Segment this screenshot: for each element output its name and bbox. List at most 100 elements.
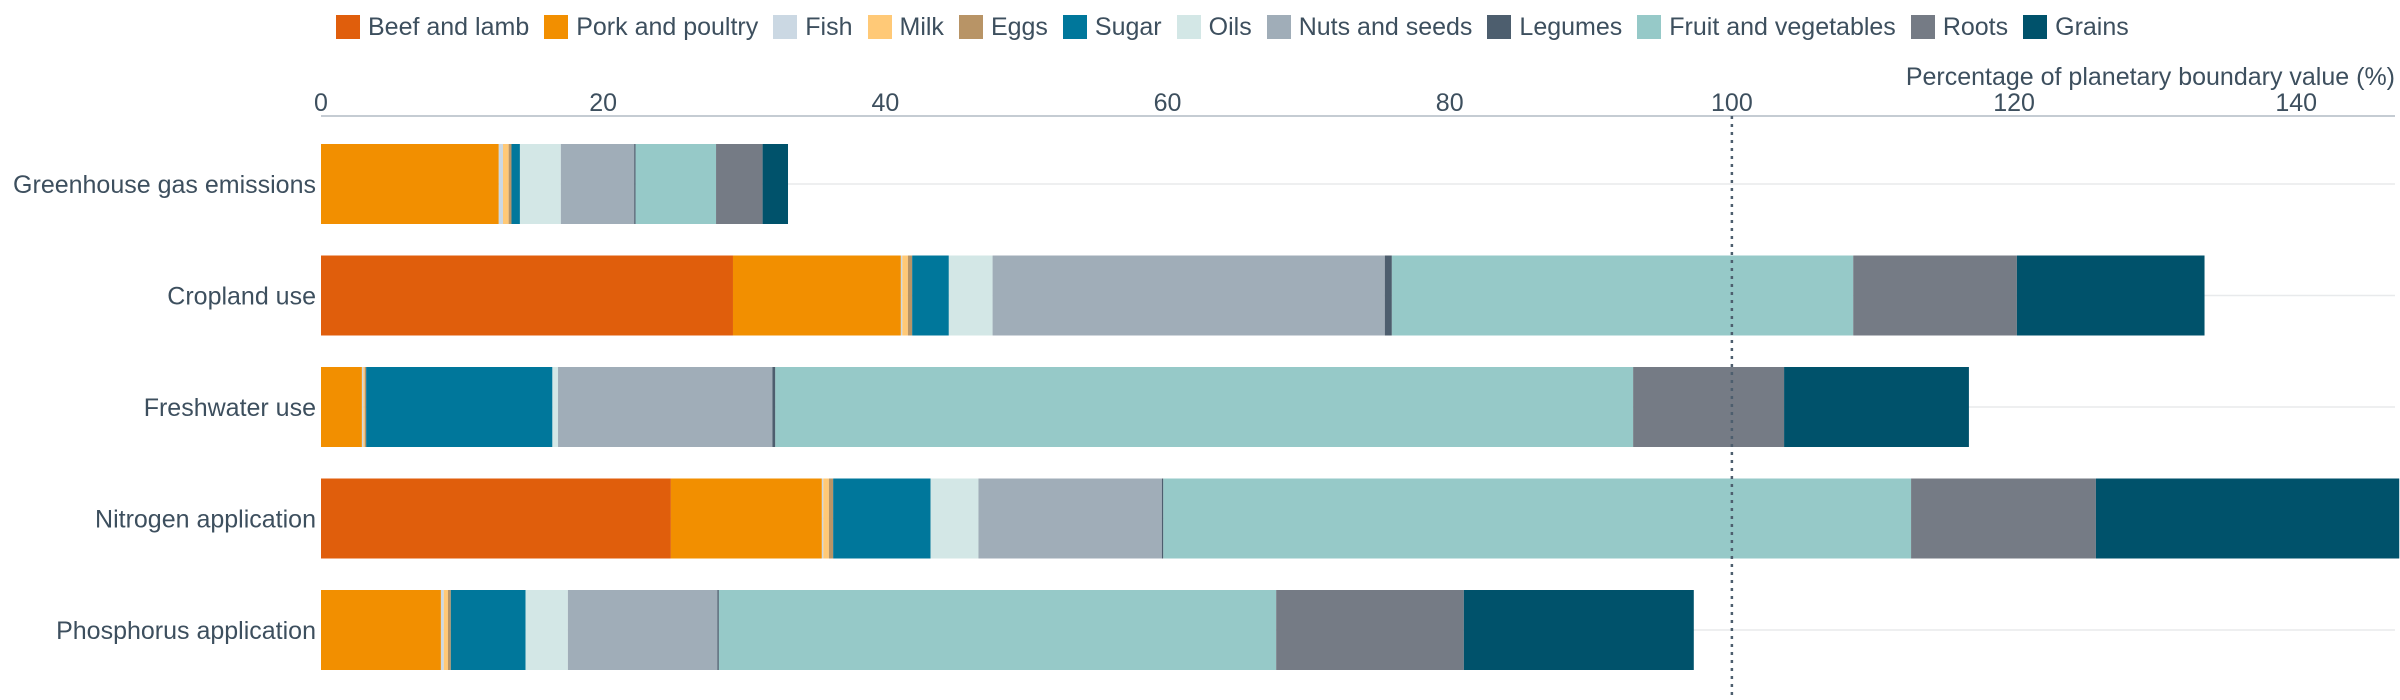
legend-swatch: [1176, 15, 1201, 39]
bar-segment[interactable]: [363, 367, 365, 447]
x-axis-title: Percentage of planetary boundary value (…: [1906, 63, 2395, 91]
bar-segment[interactable]: [900, 255, 903, 336]
bar-segment[interactable]: [440, 590, 444, 670]
legend-item[interactable]: Milk: [867, 12, 944, 42]
legend-swatch: [958, 15, 983, 39]
bar-segment[interactable]: [1384, 255, 1392, 336]
legend-swatch: [1062, 15, 1087, 39]
legend-item[interactable]: Sugar: [1062, 13, 1162, 42]
legend-item[interactable]: Grains: [2023, 13, 2129, 42]
bar-segment[interactable]: [2095, 478, 2400, 559]
bar-segment[interactable]: [732, 255, 901, 336]
legend-label: Pork and poultry: [576, 12, 759, 41]
legend-item[interactable]: Fruit and vegetables: [1637, 13, 1896, 42]
bar-segment[interactable]: [364, 367, 367, 447]
bar-segment[interactable]: [828, 478, 834, 559]
bar-segment[interactable]: [907, 255, 913, 336]
bar-segment[interactable]: [930, 478, 979, 559]
legend-swatch: [1910, 15, 1935, 39]
legend-label: Fruit and vegetables: [1669, 12, 1896, 41]
bar-segment[interactable]: [321, 144, 499, 224]
bar-segment[interactable]: [361, 367, 364, 447]
bar-segment[interactable]: [978, 478, 1162, 559]
category-label: Cropland use: [167, 283, 316, 311]
category-label: Greenhouse gas emissions: [13, 171, 316, 199]
bar-segment[interactable]: [634, 144, 636, 224]
bar-segment[interactable]: [450, 590, 526, 670]
legend-label: Milk: [899, 12, 944, 41]
bar-segment[interactable]: [717, 590, 719, 670]
bar-segment[interactable]: [447, 590, 451, 670]
bar-segment[interactable]: [718, 590, 1277, 670]
bar-segment[interactable]: [443, 590, 448, 670]
bar-segment[interactable]: [823, 478, 829, 559]
x-tick-label: 20: [589, 89, 617, 117]
legend-item[interactable]: Oils: [1176, 13, 1252, 42]
legend-swatch: [2023, 15, 2048, 39]
bar-segment[interactable]: [762, 144, 789, 224]
bar-segment[interactable]: [558, 367, 773, 447]
legend-item[interactable]: Legumes: [1487, 13, 1622, 42]
bar-segment[interactable]: [498, 144, 504, 224]
legend-item[interactable]: Eggs: [958, 12, 1048, 42]
bar-segment[interactable]: [1276, 590, 1464, 670]
bar-segment[interactable]: [552, 367, 559, 447]
bar-segment[interactable]: [321, 255, 733, 336]
bar-segment[interactable]: [2016, 255, 2205, 336]
bar-segment[interactable]: [1784, 367, 1969, 447]
legend-swatch: [1487, 15, 1512, 39]
legend-label: Nuts and seeds: [1298, 12, 1473, 41]
bar-segment[interactable]: [503, 144, 509, 224]
legend-swatch: [544, 15, 569, 39]
legend-item[interactable]: Roots: [1910, 12, 2009, 42]
bar-segment[interactable]: [670, 478, 822, 559]
x-tick-label: 60: [1154, 89, 1182, 117]
bar-segment[interactable]: [902, 255, 908, 336]
bar-segment[interactable]: [1463, 590, 1694, 670]
legend-item[interactable]: Nuts and seeds: [1266, 12, 1473, 42]
bar-segment[interactable]: [1911, 478, 2096, 559]
bar-segment[interactable]: [321, 590, 441, 670]
bar-segment[interactable]: [321, 367, 362, 447]
bar-segment[interactable]: [1853, 255, 2017, 336]
category-label: Nitrogen application: [95, 506, 316, 534]
bar-segment[interactable]: [948, 255, 993, 336]
legend-label: Eggs: [990, 12, 1048, 41]
legend-label: Fish: [805, 12, 853, 41]
bar-segment[interactable]: [1161, 478, 1164, 559]
bar-segment[interactable]: [992, 255, 1385, 336]
legend-item[interactable]: Beef and lamb: [336, 13, 529, 42]
bar-segment[interactable]: [833, 478, 931, 559]
legend-swatch: [1266, 15, 1291, 39]
bar-segment[interactable]: [519, 144, 561, 224]
x-tick-label: 100: [1711, 89, 1753, 117]
x-tick-label: 40: [871, 89, 899, 117]
bar-segment[interactable]: [821, 478, 824, 559]
x-tick-label: 80: [1436, 89, 1464, 117]
bar-segment[interactable]: [567, 590, 718, 670]
legend-item[interactable]: Pork and poultry: [544, 13, 758, 42]
bar-segment[interactable]: [772, 367, 776, 447]
bar-segment[interactable]: [1391, 255, 1854, 336]
bar-segment[interactable]: [511, 144, 520, 224]
bar-segment[interactable]: [912, 255, 949, 336]
bar-segment[interactable]: [716, 144, 763, 224]
bar-segment[interactable]: [560, 144, 635, 224]
legend-label: Roots: [1942, 12, 2009, 41]
legend-label: Legumes: [1519, 12, 1623, 41]
bar-segment[interactable]: [321, 478, 671, 559]
bar-segment[interactable]: [775, 367, 1634, 447]
bar-segment[interactable]: [635, 144, 717, 224]
bar-segment[interactable]: [508, 144, 512, 224]
category-label: Freshwater use: [144, 394, 316, 422]
bar-segment[interactable]: [1163, 478, 1912, 559]
bar-segment[interactable]: [1633, 367, 1785, 447]
legend-label: Beef and lamb: [368, 12, 530, 41]
bar-segment[interactable]: [366, 367, 553, 447]
legend-swatch: [773, 15, 798, 39]
legend-item[interactable]: Fish: [773, 12, 853, 42]
bar-segment[interactable]: [525, 590, 568, 670]
x-tick-label: 120: [1993, 89, 2035, 117]
chart-legend: Beef and lamb Pork and poultry Fish Milk Egg…: [336, 12, 2144, 42]
